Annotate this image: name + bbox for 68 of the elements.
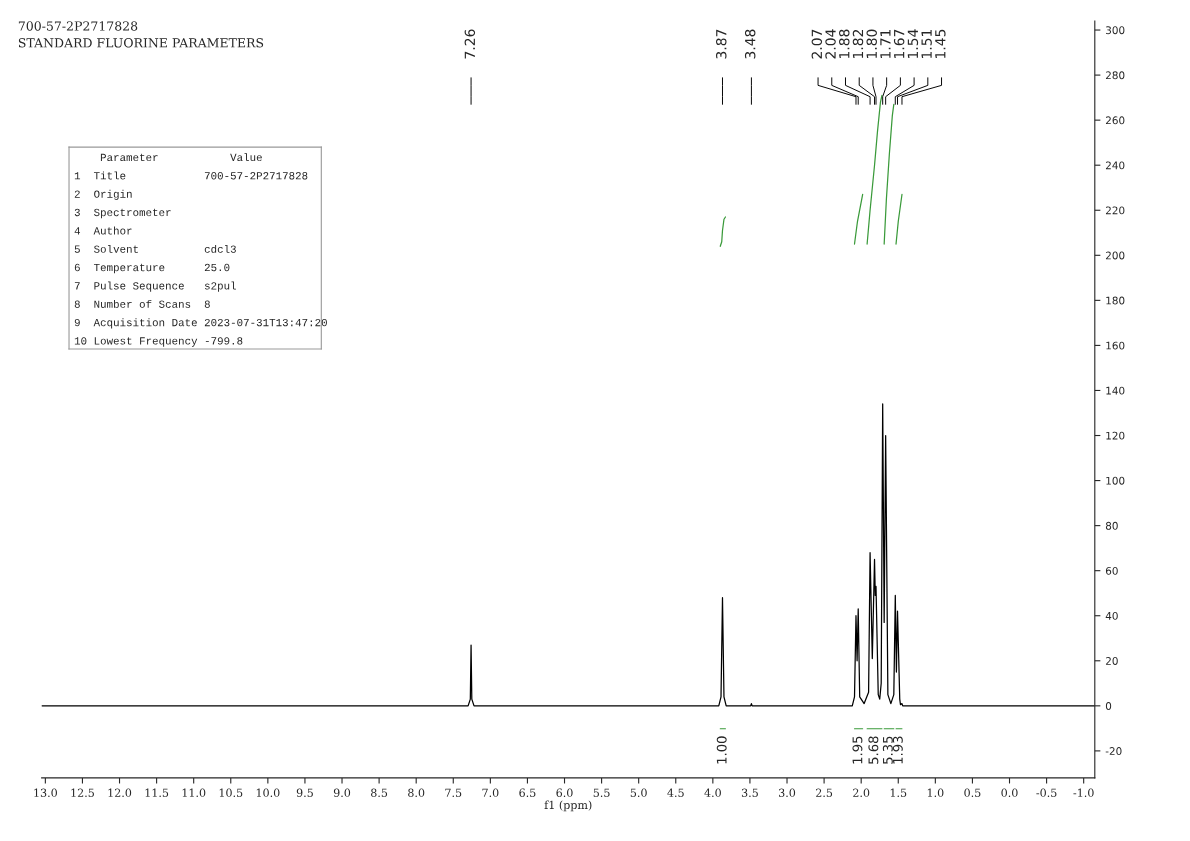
annotation: 2.07: [811, 29, 823, 59]
annotation: 1.00: [716, 736, 727, 764]
x-tick-label: 0.5: [964, 788, 981, 797]
annotation: 7.26: [464, 29, 476, 59]
x-tick-label: 10.0: [256, 788, 280, 797]
y-tick-label: 220: [1105, 206, 1125, 215]
y-tick-label: 160: [1106, 341, 1125, 350]
annotation: 1.88: [839, 29, 850, 58]
annotation: 1.54: [907, 29, 919, 58]
y-tick-label: 120: [1106, 431, 1125, 440]
annotation: 5.68: [868, 736, 879, 764]
x-tick-label: 9.5: [296, 788, 313, 797]
y-tick-label: 20: [1105, 657, 1118, 665]
annotation: 2.04: [825, 29, 836, 59]
x-tick-label: 1.5: [890, 788, 907, 797]
annotation: 3.48: [744, 29, 756, 59]
x-tick-label: 11.0: [182, 788, 206, 797]
annotation: 1.71: [880, 29, 891, 58]
y-tick-label: -20: [1105, 747, 1122, 755]
y-tick-label: 280: [1105, 71, 1125, 80]
x-tick-label: -0.5: [1036, 788, 1057, 797]
x-tick-label: 6.0: [556, 788, 573, 797]
x-tick-label: 2.0: [853, 788, 870, 797]
x-tick-label: 12.5: [71, 788, 94, 797]
x-tick-label: 8.5: [371, 788, 388, 797]
x-tick-label: 12.0: [108, 788, 132, 797]
x-tick-label: 13.0: [34, 788, 57, 797]
x-tick-label: 2.5: [816, 788, 833, 797]
annotation: 5.35: [882, 736, 893, 764]
x-tick-label: 11.5: [145, 788, 169, 797]
y-tick-label: 0: [1105, 702, 1112, 710]
annotation: 1.80: [866, 29, 877, 58]
x-tick-label: 0.0: [1001, 788, 1018, 797]
y-tick-label: 140: [1106, 386, 1125, 395]
y-tick-label: 40: [1105, 611, 1118, 620]
y-tick-label: 260: [1105, 116, 1125, 125]
line-series: [41, 403, 1095, 707]
y-tick-label: 180: [1106, 296, 1125, 305]
x-tick-label: 4.5: [667, 788, 684, 797]
annotation: 1.45: [935, 29, 946, 58]
y-tick-label: 300: [1106, 26, 1125, 35]
x-tick-label: 4.0: [704, 788, 721, 797]
y-tick-label: 100: [1106, 476, 1125, 485]
x-tick-label: 9.0: [333, 788, 351, 797]
x-tick-label: 5.0: [630, 788, 647, 797]
text: STANDARD FLUORINE PARAMETERS: [18, 38, 264, 48]
y-tick-label: 60: [1105, 566, 1118, 575]
x-tick-label: 5.5: [593, 788, 610, 797]
chart-title: 700-57-2P2717828: [18, 21, 138, 31]
x-axis-title: f1 (ppm): [544, 800, 592, 812]
x-tick-label: -1.0: [1073, 788, 1094, 797]
x-tick-label: 3.5: [741, 788, 758, 797]
annotation: 1.51: [921, 29, 932, 58]
y-tick-label: 240: [1105, 161, 1125, 170]
annotation: 1.95: [852, 736, 863, 764]
annotation: 1.93: [892, 736, 903, 764]
y-tick-label: 200: [1105, 251, 1125, 260]
annotation: 1.82: [852, 29, 864, 58]
x-tick-label: 10.5: [219, 788, 243, 797]
x-tick-label: 6.5: [519, 788, 536, 797]
y-tick-label: 80: [1105, 521, 1118, 530]
x-tick-label: 7.5: [445, 788, 462, 797]
x-tick-label: 1.0: [927, 788, 944, 797]
annotation: 3.87: [716, 29, 727, 59]
x-tick-label: 7.0: [482, 788, 499, 797]
x-tick-label: 3.0: [779, 788, 796, 797]
annotation: 1.67: [893, 29, 905, 58]
x-tick-label: 8.0: [408, 788, 425, 797]
